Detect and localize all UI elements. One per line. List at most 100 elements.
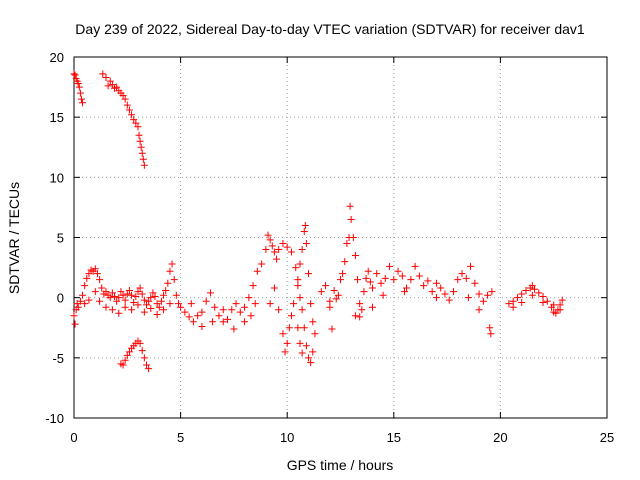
data-point [522,286,530,294]
data-point [119,92,127,100]
data-point [398,272,406,280]
data-point [518,290,526,298]
data-point [140,354,148,362]
data-point [332,295,340,303]
data-point [449,288,457,296]
data-point [139,155,147,163]
data-point [458,270,466,278]
data-point [309,348,317,356]
data-point [71,320,79,328]
data-point [145,365,153,373]
data-point [125,106,133,114]
data-point [189,318,197,326]
data-point [198,323,206,331]
data-point [377,279,385,287]
data-point [279,240,287,248]
data-point [185,313,193,321]
data-point [136,339,144,347]
data-point [115,309,123,317]
y-tick-label: 15 [50,110,64,125]
data-point [119,361,127,369]
data-point [505,300,513,308]
data-point [209,318,217,326]
data-point [108,306,116,314]
data-point [77,95,85,103]
data-point [106,77,114,85]
data-point [343,240,351,248]
data-point [142,301,150,309]
data-point [362,274,370,282]
data-point [166,300,174,308]
data-point [128,111,136,119]
data-point [134,288,142,296]
data-point [241,318,249,326]
data-point [302,240,310,248]
data-point [294,276,302,284]
data-point [270,284,278,292]
x-tick-label: 25 [600,430,614,445]
data-point [111,292,119,300]
data-point [366,278,374,286]
data-point [531,285,539,293]
data-point [528,291,536,299]
data-point [113,83,121,91]
data-point [74,79,82,87]
data-point [174,300,182,308]
data-point [454,276,462,284]
data-point [488,288,496,296]
data-point [96,297,104,305]
data-point [464,294,472,302]
data-point [125,348,133,356]
data-point [287,312,295,320]
data-point [364,267,372,275]
data-point [98,284,106,292]
data-point [441,290,449,298]
y-tick-label: 5 [57,231,64,246]
data-point [219,318,227,326]
data-point [153,311,161,319]
data-point [351,252,359,260]
data-point [142,361,150,369]
data-point [411,262,419,270]
data-point [249,282,257,290]
data-point [373,270,381,278]
data-point [172,291,180,299]
data-point [556,306,564,314]
data-point [128,291,136,299]
data-point [535,289,543,297]
data-point [147,304,155,312]
data-point [415,272,423,280]
data-point [85,270,93,278]
data-point [298,349,306,357]
data-point [539,292,547,300]
data-point [287,248,295,256]
data-point [292,264,300,272]
data-point [386,262,394,270]
data-point [76,89,84,97]
data-point [275,306,283,314]
data-point [368,284,376,292]
data-point [119,291,127,299]
x-tick-label: 5 [177,430,184,445]
data-point [518,298,526,306]
data-point [354,276,362,284]
data-point [74,303,82,311]
data-point [128,306,136,314]
data-point [264,231,272,239]
x-tick-label: 0 [70,430,77,445]
data-point [136,137,144,145]
data-point [134,123,142,131]
data-point [166,267,174,275]
data-point [467,262,475,270]
data-point [215,312,223,320]
data-point [258,260,266,268]
data-point [236,308,244,316]
data-point [266,236,274,244]
data-point [121,356,129,364]
data-point [130,298,138,306]
x-axis-label: GPS time / hours [287,457,394,473]
data-point [360,288,368,296]
data-point [153,300,161,308]
data-point [407,276,415,284]
